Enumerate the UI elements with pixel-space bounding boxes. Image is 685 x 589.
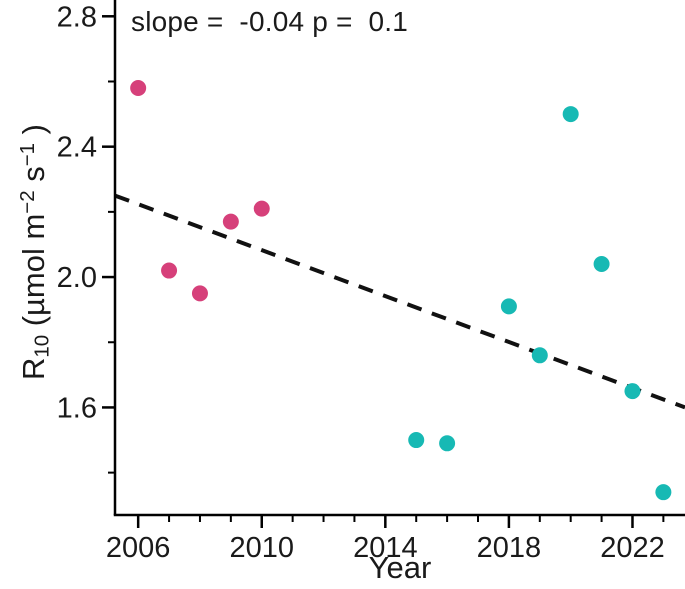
data-point-period-2006-2010 (130, 80, 147, 97)
y-axis-label-unit-3: ) (16, 124, 52, 143)
trend-line (114, 193, 685, 410)
slope-annotation: slope = -0.04 p = 0.1 (131, 6, 409, 37)
y-axis-label-unit-1: (µmol m (16, 213, 52, 335)
data-point-period-2006-2010 (191, 285, 208, 302)
x-axis-label: Year (368, 550, 432, 585)
y-axis-label-exponent-2: −1 (16, 142, 39, 167)
y-tick-label: 2.4 (57, 132, 97, 164)
data-point-period-2015-2023 (593, 256, 610, 273)
y-axis-label-exponent-1: −2 (16, 190, 39, 214)
data-point-period-2015-2023 (655, 484, 672, 501)
data-point-period-2015-2023 (500, 298, 517, 315)
x-tick-label: 2018 (477, 532, 542, 564)
y-axis-label-unit-2: s (16, 166, 52, 191)
x-tick-label: 2022 (600, 532, 665, 564)
y-tick-label: 1.6 (57, 392, 97, 424)
y-axis-label-subscript: 10 (30, 334, 54, 358)
data-point-period-2015-2023 (562, 106, 579, 123)
x-tick-label: 2014 (353, 532, 418, 564)
y-tick-label: 2.0 (57, 262, 97, 294)
data-point-period-2015-2023 (408, 432, 425, 449)
y-axis-label: R10 (µmol m−2 s−1 ) (8, 42, 54, 462)
data-point-period-2015-2023 (439, 435, 456, 452)
data-point-period-2006-2010 (222, 213, 239, 230)
data-point-period-2006-2010 (253, 200, 270, 217)
y-axis-label-base: R (16, 357, 52, 380)
data-point-period-2015-2023 (624, 383, 641, 400)
data-point-period-2015-2023 (531, 347, 548, 364)
y-tick-label: 2.8 (57, 1, 97, 33)
x-tick-label: 2006 (106, 532, 171, 564)
x-tick-label: 2010 (229, 532, 294, 564)
data-point-period-2006-2010 (161, 262, 178, 279)
